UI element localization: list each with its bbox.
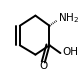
Text: O: O: [39, 61, 47, 71]
Text: OH: OH: [62, 47, 78, 57]
Text: NH$_2$: NH$_2$: [58, 11, 79, 25]
